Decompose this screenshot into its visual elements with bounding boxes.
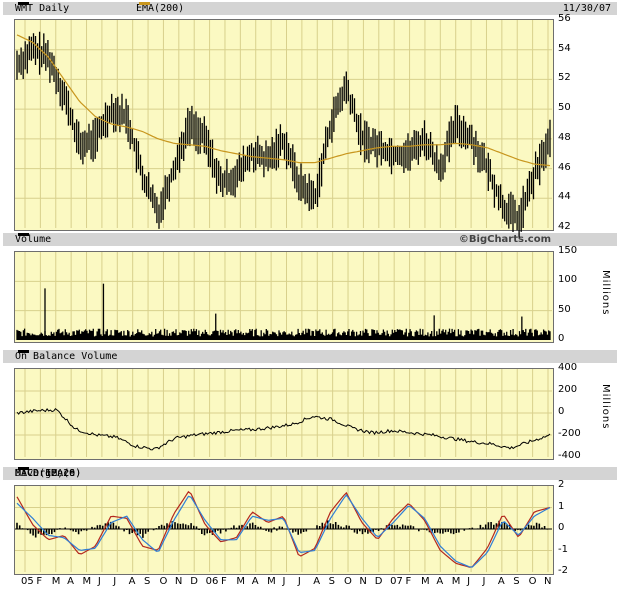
volume-panel-header: Volume ©BigCharts.com (3, 233, 617, 246)
price-line-swatch (18, 2, 29, 5)
obv-series-line (16, 407, 551, 451)
x-tick-label: N (359, 576, 367, 587)
macd-panel-header: MACD(12,26) MACD EMA(9) Divergence (3, 467, 617, 480)
macd-ema-series-line (16, 493, 551, 568)
x-tick-label: M (236, 576, 245, 587)
x-tick-label: M (82, 576, 92, 587)
x-tick-label: S (328, 576, 335, 587)
macd-ytick: -1 (558, 543, 568, 555)
volume-label: Volume (15, 234, 52, 245)
x-tick-label: O (344, 576, 352, 587)
chart-date: 11/30/07 (562, 3, 611, 14)
x-tick-label: F (405, 576, 412, 587)
price-ytick: 54 (558, 42, 571, 54)
price-panel-header: WMT Daily EMA(200) 11/30/07 (3, 2, 617, 15)
price-ytick: 46 (558, 161, 571, 173)
x-tick-label: J (97, 576, 101, 587)
x-tick-label: S (513, 576, 520, 587)
macd-ema-label: MACD EMA(9) (15, 468, 82, 479)
x-tick-label: O (528, 576, 537, 587)
price-ytick: 52 (558, 72, 571, 84)
x-tick-label: 07 (390, 576, 403, 587)
divergence-swatch (18, 467, 29, 470)
obv-ytick: 200 (558, 384, 578, 395)
x-tick-label: F (220, 576, 227, 587)
divergence-label: Divergence (15, 468, 76, 479)
macd-series-line (16, 490, 551, 568)
x-tick-label: J (467, 576, 471, 587)
obv-ytick: -400 (558, 450, 581, 461)
volume-ytick: 0 (558, 333, 565, 344)
x-tick-label: F (36, 576, 43, 587)
x-tick-label: D (374, 576, 383, 587)
price-ytick: 44 (558, 191, 571, 203)
price-ytick: 42 (558, 221, 571, 232)
volume-bars (16, 328, 551, 340)
price-ytick: 50 (558, 102, 571, 114)
obv-ytick: 400 (558, 362, 578, 373)
x-tick-label: A (251, 576, 259, 587)
x-tick-label: A (128, 576, 136, 587)
obv-panel-header: On Balance Volume (3, 350, 617, 363)
x-tick-label: J (282, 576, 286, 587)
x-tick-label: A (497, 576, 505, 587)
price-ytick: 48 (558, 131, 571, 143)
obv-ytick: -200 (558, 428, 581, 439)
x-tick-label: M (267, 576, 276, 587)
price-ytick: 56 (558, 13, 571, 24)
symbol-label: WMT Daily (15, 3, 70, 14)
obv-label: On Balance Volume (15, 351, 118, 362)
ema-label: EMA(200) (136, 3, 185, 14)
x-tick-label: N (174, 576, 183, 587)
x-tick-label: D (190, 576, 198, 587)
macd-ytick: 0 (558, 522, 565, 533)
x-tick-label: M (451, 576, 461, 587)
x-tick-label: J (297, 576, 301, 587)
x-tick-label: A (436, 576, 444, 587)
macd-ytick: 2 (558, 479, 565, 490)
x-tick-label: A (67, 576, 74, 587)
x-tick-label: J (482, 576, 486, 587)
volume-swatch (18, 233, 29, 236)
x-tick-label: 05 (21, 576, 34, 587)
x-tick-label: M (420, 576, 430, 587)
macd-ytick: 1 (558, 500, 565, 512)
bigcharts-credit: ©BigCharts.com (458, 234, 551, 245)
x-tick-label: 06 (205, 576, 219, 587)
x-tick-label: N (544, 576, 552, 587)
macd-label: MACD(12,26) (15, 468, 82, 479)
macd-ytick: -2 (558, 565, 568, 576)
volume-ytick: 100 (558, 274, 578, 286)
x-tick-label: S (144, 576, 151, 587)
x-tick-label: O (159, 576, 168, 587)
volume-ytick: 50 (558, 303, 571, 315)
ema-series-line (16, 34, 551, 167)
obv-ytick: 0 (558, 406, 565, 417)
obv-swatch (18, 350, 29, 353)
price-series-line (16, 31, 551, 238)
obv-panel (14, 368, 554, 460)
volume-ytick: 150 (558, 245, 578, 256)
x-tick-label: M (51, 576, 61, 587)
x-tick-label: J (113, 576, 117, 587)
ema-line-swatch (139, 2, 150, 5)
x-tick-label: A (313, 576, 321, 587)
